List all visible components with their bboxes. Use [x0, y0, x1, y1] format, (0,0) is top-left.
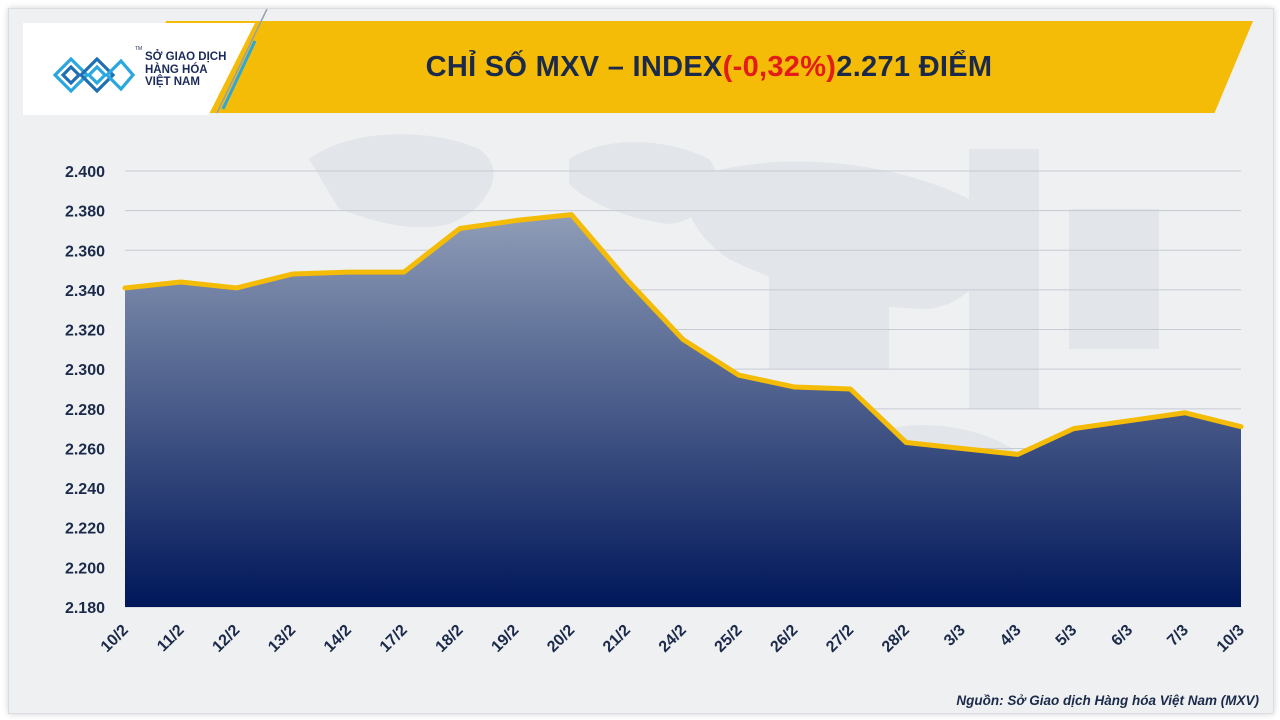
- logo-line-3: VIỆT NAM: [145, 76, 200, 88]
- logo-line-2: HÀNG HÓA: [145, 63, 208, 76]
- logo-wordmark: SỞ GIAO DỊCH HÀNG HÓA VIỆT NAM: [145, 51, 255, 89]
- logo-line-1: SỞ GIAO DỊCH: [145, 51, 227, 63]
- y-tick-label: 2.380: [65, 204, 105, 221]
- x-tick-label: 13/2: [265, 622, 299, 656]
- y-tick-label: 2.400: [65, 164, 105, 181]
- title-index-value: 2.271 ĐIỂM: [836, 50, 993, 83]
- x-tick-label: 12/2: [209, 622, 243, 656]
- x-tick-label: 7/3: [1164, 622, 1192, 650]
- x-tick-label: 18/2: [433, 622, 467, 656]
- x-tick-label: 6/3: [1108, 622, 1136, 650]
- x-tick-label: 26/2: [767, 622, 801, 656]
- x-tick-label: 11/2: [154, 622, 187, 655]
- y-tick-label: 2.340: [65, 283, 105, 300]
- mxv-index-chart: 2.180 2.200 2.220 2.240 2.260 2.280 2.300 2.320…: [65, 164, 1248, 656]
- title-percent-change: (-0,32%): [722, 50, 837, 83]
- y-tick-label: 2.300: [65, 362, 105, 379]
- y-tick-label: 2.260: [65, 441, 105, 458]
- x-tick-label: 19/2: [488, 622, 522, 656]
- x-tick-label: 4/3: [997, 622, 1025, 650]
- y-tick-label: 2.360: [65, 243, 105, 260]
- x-tick-label: 17/2: [377, 622, 411, 656]
- x-axis-ticks: 10/2 11/2 12/2 13/2 14/2 17/2 18/2 19/2 20/2 21/2…: [98, 622, 1248, 656]
- x-tick-label: 28/2: [879, 622, 913, 656]
- chart-title: CHỈ SỐ MXV – INDEX (-0,32%) 2.271 ĐIỂM: [209, 21, 1209, 113]
- mxv-logo-icon: [52, 56, 135, 94]
- x-tick-label: 10/2: [98, 622, 132, 656]
- title-banner: [121, 21, 1253, 113]
- x-tick-label: 14/2: [321, 622, 355, 656]
- x-tick-label: 20/2: [544, 622, 578, 656]
- x-tick-label: 27/2: [823, 622, 857, 656]
- y-tick-label: 2.220: [65, 521, 105, 538]
- chart-frame: CHỈ SỐ MXV – INDEX (-0,32%) 2.271 ĐIỂM T…: [8, 8, 1274, 714]
- index-line: [122, 212, 1244, 457]
- logo-accent-lines: [216, 9, 268, 114]
- x-tick-label: 21/2: [600, 622, 634, 656]
- y-tick-label: 2.240: [65, 481, 105, 498]
- x-tick-label: 3/3: [941, 622, 969, 650]
- x-tick-label: 25/2: [712, 622, 746, 656]
- trademark-mark: TM: [135, 46, 143, 52]
- y-tick-label: 2.320: [65, 323, 105, 340]
- y-tick-label: 2.180: [65, 600, 105, 617]
- source-note: Nguồn: Sở Giao dịch Hàng hóa Việt Nam (M…: [956, 693, 1259, 708]
- x-tick-label: 10/3: [1214, 622, 1248, 656]
- title-prefix: CHỈ SỐ MXV – INDEX: [425, 50, 723, 83]
- y-axis-ticks: 2.180 2.200 2.220 2.240 2.260 2.280 2.300 2.320…: [65, 164, 105, 617]
- y-tick-label: 2.200: [65, 560, 105, 577]
- x-tick-label: 5/3: [1053, 622, 1081, 650]
- x-tick-label: 24/2: [656, 622, 690, 656]
- y-tick-label: 2.280: [65, 402, 105, 419]
- index-area: [125, 214, 1241, 607]
